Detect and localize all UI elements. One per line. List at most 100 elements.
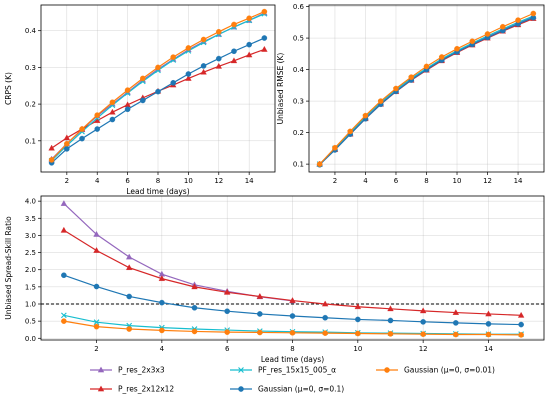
data-point <box>60 226 68 233</box>
series-gaussian-0-0-01 <box>61 318 524 338</box>
data-point <box>159 327 165 334</box>
data-point <box>155 88 161 95</box>
data-point <box>200 63 207 69</box>
data-point <box>257 329 263 336</box>
y-tick-label: 0.2 <box>25 101 36 109</box>
data-point <box>200 36 207 43</box>
x-tick-label: 4 <box>160 345 165 353</box>
data-point <box>420 331 426 337</box>
data-point <box>200 68 207 75</box>
series-p-res-2x12x12 <box>60 226 525 318</box>
legend-label: P_res_2x3x3 <box>118 366 165 375</box>
legend-entry-gaussian-0-0-01: Gaussian (μ=0, σ=0.01) <box>376 366 495 375</box>
data-point <box>126 293 132 300</box>
y-tick-label: 0.1 <box>25 137 36 145</box>
data-point <box>362 112 369 119</box>
data-point <box>126 326 132 332</box>
y-tick-label: 0.1 <box>293 161 304 169</box>
data-point <box>79 135 85 142</box>
data-point <box>469 38 476 45</box>
data-point <box>452 309 460 315</box>
data-point <box>79 126 85 132</box>
data-point <box>170 54 176 60</box>
data-point <box>94 112 101 118</box>
data-point <box>377 98 384 104</box>
x-tick-label: 4 <box>363 177 368 185</box>
spread-skill-panel: 2 4 6 8 10 12 14 0.0 0.5 1.0 1.5 2.0 2.5 3.0 3.5 4.0 Lea… <box>4 195 545 364</box>
data-point <box>93 247 100 253</box>
data-point <box>454 46 460 52</box>
legend-marker <box>238 386 244 392</box>
y-tick-label: 2.5 <box>25 249 36 257</box>
data-point <box>109 108 116 115</box>
x-tick-label: 6 <box>125 177 130 185</box>
data-point <box>322 314 328 321</box>
data-point <box>155 64 161 71</box>
series-gaussian-0-0-1 <box>61 272 524 328</box>
data-point <box>93 283 100 290</box>
data-point <box>124 106 131 113</box>
data-point <box>125 264 133 270</box>
series-gaussian-0-0-01 <box>316 10 537 167</box>
legend-entry-p-res-2x3x3: P_res_2x3x3 <box>90 366 165 375</box>
x-tick-label: 8 <box>156 177 160 185</box>
data-point <box>515 17 521 23</box>
data-point <box>93 230 100 237</box>
legend-entry-gaussian-0-0-1: Gaussian (μ=0, σ=0.1) <box>230 385 344 394</box>
data-point <box>158 275 166 281</box>
data-point <box>387 305 394 312</box>
data-point <box>322 330 328 336</box>
data-point <box>224 329 230 335</box>
y-tick-label: 1.5 <box>25 283 36 291</box>
legend: P_res_2x3x3 PF_res_15x15_005_α Gaussian (μ… <box>90 366 495 394</box>
data-point <box>215 62 222 69</box>
data-point <box>61 318 67 324</box>
legend-label: PF_res_15x15_005_α <box>258 366 336 375</box>
data-point <box>223 288 231 295</box>
data-point <box>261 35 268 41</box>
data-point <box>500 23 506 30</box>
x-tick-label: 12 <box>419 345 428 353</box>
x-tick-label: 6 <box>394 177 399 185</box>
x-axis-label: Lead time (days) <box>261 355 324 364</box>
data-point <box>94 126 101 132</box>
y-tick-label: 0.5 <box>25 318 36 326</box>
data-point <box>215 55 222 62</box>
data-point <box>420 319 426 325</box>
legend-entry-pf-res-15x15-005: PF_res_15x15_005_α <box>230 366 336 375</box>
data-point <box>355 330 361 337</box>
rmse-panel: 2 4 6 8 10 12 14 0.1 0.2 0.3 0.4 0.5 0.6 Unbiased RMS… <box>276 3 545 185</box>
series-gaussian-0-0-01 <box>48 8 268 163</box>
data-point <box>453 320 459 326</box>
data-point <box>191 304 198 311</box>
data-point <box>246 15 252 21</box>
y-tick-label: 0.3 <box>293 98 304 106</box>
y-tick-label: 3.5 <box>25 215 36 223</box>
y-tick-label: 0.3 <box>25 64 36 72</box>
x-tick-label: 6 <box>225 345 230 353</box>
data-point <box>125 253 133 260</box>
y-tick-label: 0.2 <box>293 129 304 137</box>
series-gaussian-0-0-1 <box>48 35 268 166</box>
x-tick-label: 4 <box>95 177 100 185</box>
x-tick-label: 12 <box>214 177 223 185</box>
y-tick-label: 0.4 <box>293 66 305 74</box>
data-point <box>517 311 525 318</box>
y-tick-label: 0.5 <box>293 35 304 43</box>
x-tick-label: 12 <box>483 177 492 185</box>
y-tick-label: 1.0 <box>25 301 36 309</box>
data-point <box>316 161 323 167</box>
data-point <box>246 41 252 48</box>
data-point <box>289 330 296 336</box>
data-point <box>60 312 67 319</box>
data-point <box>231 48 237 55</box>
data-point <box>354 303 362 310</box>
data-point <box>185 45 192 51</box>
data-point <box>408 74 415 80</box>
data-point <box>485 321 492 327</box>
data-point <box>64 146 70 152</box>
data-point <box>289 297 296 303</box>
data-point <box>321 300 329 307</box>
data-point <box>124 87 131 93</box>
